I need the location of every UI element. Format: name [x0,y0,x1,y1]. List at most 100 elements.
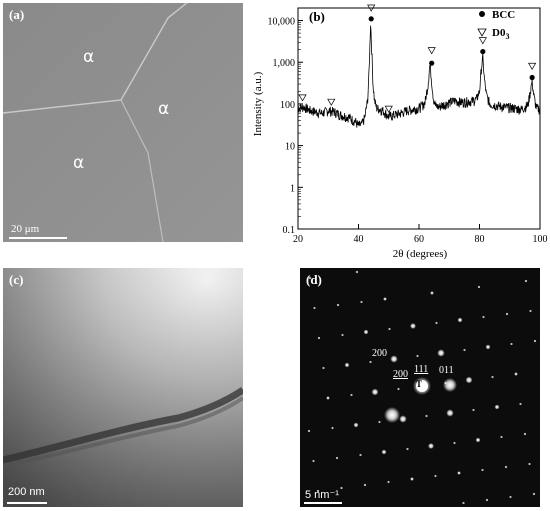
diffraction-spot [465,376,473,384]
diffraction-spot [523,432,527,436]
scale-bar-label-d: 5 nm⁻¹ [305,489,339,501]
superlattice-spot [312,459,315,463]
panel-label-a: (a) [9,7,25,22]
diffraction-spot [524,279,528,283]
diffraction-spot [457,471,461,475]
diffraction-spot [457,317,463,323]
grain-label-alpha-1: α [83,47,95,67]
y-tick-label: 1 [290,183,295,194]
diffraction-spot [363,483,367,487]
diffraction-spot [533,339,537,343]
spot-label-011: 011 [439,365,454,376]
panel-d-diffraction: (d) 200 011 200 111 T 5 nm⁻¹ [300,268,540,507]
diffraction-spot [371,388,379,396]
scale-bar-label-c: 200 nm [8,486,45,498]
y-axis-ticks: 0.1 1 10 100 1,000 10,000 [268,7,303,236]
bcc-peak-marker [368,16,374,22]
superlattice-spot [481,468,484,472]
diffraction-spot [399,415,407,423]
x-axis-ticks: 20 40 60 80 100 [293,224,548,245]
superlattice-spot [529,309,532,313]
diffraction-spot [326,396,330,400]
diffraction-spot [307,429,311,433]
superlattice-spot [340,486,343,490]
diffraction-spot [353,422,359,428]
y-tick-label: 10 [285,142,295,153]
legend-d03-label: D03 [492,27,509,41]
y-tick-label: 10,000 [268,17,296,28]
diffraction-spot [430,291,434,295]
panel-label-b: (b) [309,9,325,24]
d03-peak-marker [298,94,307,102]
superlattice-spot [359,453,362,457]
diffraction-spot [475,437,481,443]
superlattice-spot [378,420,381,424]
diffraction-spot [316,489,320,493]
peak-markers [298,4,537,113]
bcc-peak-marker [429,60,435,66]
diffraction-pattern [307,270,537,505]
y-tick-label: 1,000 [273,58,296,69]
x-tick-label: 60 [414,234,424,245]
xrd-trace [297,25,541,128]
y-tick-label: 0.1 [283,225,296,236]
strong-diffraction-spot [443,378,457,392]
d03-peak-marker [427,47,436,55]
diffraction-spot [477,285,481,289]
superlattice-spot [313,306,316,310]
d03-peak-marker [478,37,487,45]
spot-label-111-bar: 111 [414,364,429,375]
diffraction-spot [494,404,500,410]
x-tick-label: 100 [533,234,548,245]
diffraction-spot [410,477,414,481]
xrd-plot: 0.1 1 10 100 1,000 10,000 20 40 60 80 100 Intensi… [252,4,548,260]
superlattice-spot [331,426,334,430]
grain-label-alpha-2: α [158,99,170,119]
d03-peak-marker [528,62,537,70]
panel-c-micrograph: (c) 200 nm [3,268,243,507]
superlattice-spot [500,435,503,439]
diffraction-spot [336,303,340,307]
bcc-peak-marker [529,74,535,81]
superlattice-spot [482,315,485,319]
scale-bar-label-a: 20 μm [11,223,40,235]
diffraction-spot [381,449,387,455]
superlattice-spot [510,342,513,346]
x-tick-label: 80 [475,234,485,245]
x-tick-label: 20 [293,234,303,245]
diffraction-spot [505,312,509,316]
superlattice-spot [491,375,494,379]
diffraction-spot [514,372,518,376]
spot-label-200-bar: 200 [393,369,408,380]
superlattice-spot [528,462,531,466]
x-tick-label: 40 [354,234,364,245]
strong-diffraction-spot [384,407,400,423]
diffraction-spot [428,443,434,449]
superlattice-spot [453,441,456,445]
superlattice-spot [472,408,475,412]
spot-label-t: T [416,379,423,389]
d03-peak-marker [367,4,376,12]
diffraction-spot [363,329,369,335]
diffraction-spot [383,297,387,301]
superlattice-spot [369,360,372,364]
dislocation-image [3,268,243,507]
d03-peak-marker [327,98,336,106]
diffraction-spot [504,465,508,469]
panel-label-c: (c) [9,272,24,287]
diffraction-spot [344,362,350,368]
legend-d03-marker [477,28,487,37]
diffraction-spot [485,498,489,502]
panel-a-micrograph: (a) α α α 20 μm [3,3,243,242]
panel-b-xrd-chart: 0.1 1 10 100 1,000 10,000 20 40 60 80 100 Intensi… [250,0,550,265]
superlattice-spot [425,414,428,418]
scale-bar-c [7,502,47,504]
superlattice-spot [416,354,419,358]
superlattice-spot [406,447,409,451]
transmitted-beam [416,380,428,392]
legend-bcc-label: BCC [492,9,515,21]
diffraction-spot [308,276,312,280]
diffraction-spot [317,336,321,340]
superlattice-spot [519,402,522,406]
superlattice-spot [435,321,438,325]
